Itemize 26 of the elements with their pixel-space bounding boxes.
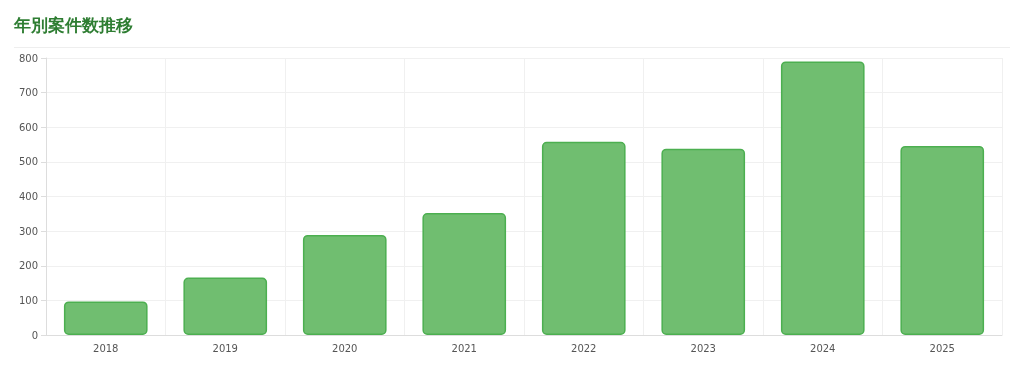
bar	[541, 141, 626, 335]
y-tick-label: 100	[18, 294, 38, 306]
y-tick-label: 200	[18, 260, 38, 272]
y-tick-label: 500	[18, 156, 38, 168]
bar	[302, 234, 387, 335]
x-tick-label: 2023	[690, 342, 716, 354]
x-tick-label: 2020	[332, 342, 358, 354]
chart-title: 年別案件数推移	[14, 8, 1010, 48]
x-tick-label: 2019	[212, 342, 238, 354]
x-tick-label: 2022	[571, 342, 597, 354]
y-tick-label: 400	[18, 191, 38, 202]
y-tick-label: 300	[18, 225, 38, 237]
bar	[183, 277, 268, 335]
x-tick-label: 2021	[451, 342, 477, 354]
y-tick-label: 700	[18, 87, 38, 99]
bar	[900, 145, 985, 335]
bar	[63, 301, 148, 335]
y-tick-label: 600	[18, 121, 38, 133]
y-tick-label: 800	[18, 52, 38, 64]
bar	[780, 61, 865, 335]
x-tick-label: 2025	[929, 342, 955, 354]
bar	[661, 148, 746, 335]
x-tick-label: 2018	[93, 342, 119, 354]
x-tick-label: 2024	[810, 342, 836, 354]
bar	[422, 213, 507, 335]
y-tick-label: 0	[31, 329, 38, 341]
